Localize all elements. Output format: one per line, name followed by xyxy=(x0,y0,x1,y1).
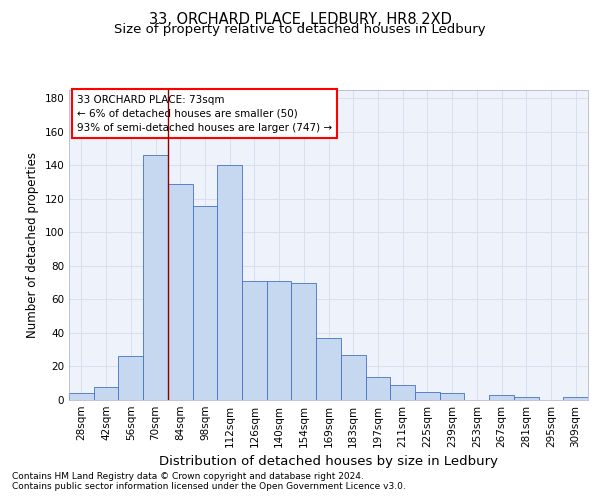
Bar xyxy=(242,281,267,400)
Bar xyxy=(118,356,143,400)
Bar xyxy=(316,338,341,400)
Bar xyxy=(341,355,365,400)
X-axis label: Distribution of detached houses by size in Ledbury: Distribution of detached houses by size … xyxy=(159,456,498,468)
Bar xyxy=(489,395,514,400)
Text: Contains HM Land Registry data © Crown copyright and database right 2024.: Contains HM Land Registry data © Crown c… xyxy=(12,472,364,481)
Bar xyxy=(390,385,415,400)
Bar xyxy=(514,396,539,400)
Bar xyxy=(69,394,94,400)
Bar xyxy=(365,376,390,400)
Bar xyxy=(267,281,292,400)
Y-axis label: Number of detached properties: Number of detached properties xyxy=(26,152,39,338)
Text: 33, ORCHARD PLACE, LEDBURY, HR8 2XD: 33, ORCHARD PLACE, LEDBURY, HR8 2XD xyxy=(149,12,451,28)
Bar xyxy=(217,166,242,400)
Bar xyxy=(440,394,464,400)
Text: Contains public sector information licensed under the Open Government Licence v3: Contains public sector information licen… xyxy=(12,482,406,491)
Bar xyxy=(143,156,168,400)
Bar xyxy=(563,396,588,400)
Bar xyxy=(415,392,440,400)
Bar xyxy=(292,282,316,400)
Bar xyxy=(193,206,217,400)
Text: Size of property relative to detached houses in Ledbury: Size of property relative to detached ho… xyxy=(114,22,486,36)
Bar xyxy=(168,184,193,400)
Bar xyxy=(94,386,118,400)
Text: 33 ORCHARD PLACE: 73sqm
← 6% of detached houses are smaller (50)
93% of semi-det: 33 ORCHARD PLACE: 73sqm ← 6% of detached… xyxy=(77,94,332,132)
